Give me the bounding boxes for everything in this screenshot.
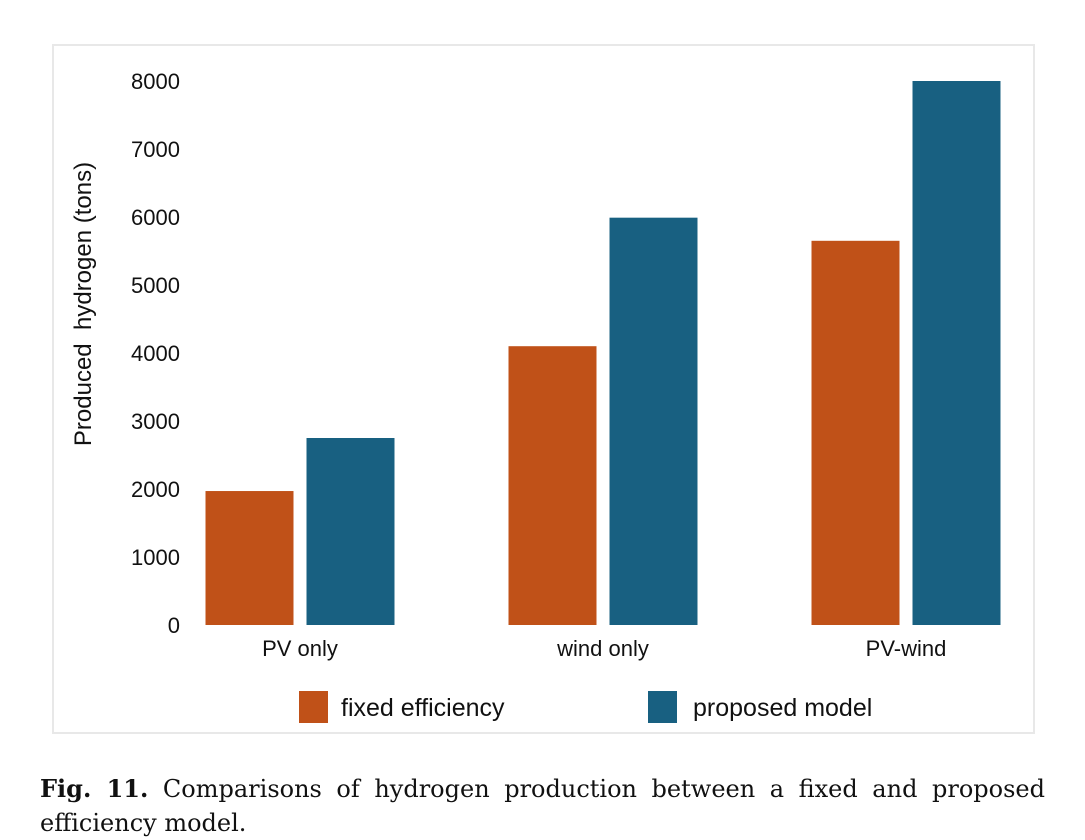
- x-tick-label: wind only: [556, 636, 649, 661]
- figure-caption: Fig. 11. Comparisons of hydrogen product…: [40, 772, 1045, 840]
- bar-proposed-model-wind-only: [609, 217, 698, 625]
- y-axis-label: Produced hydrogen (tons): [70, 162, 97, 446]
- x-tick-label: PV only: [262, 636, 338, 661]
- y-tick-label: 0: [168, 613, 180, 638]
- figure-caption-label: Fig. 11.: [40, 774, 149, 803]
- y-tick-label: 2000: [131, 477, 180, 502]
- figure-caption-text: Comparisons of hydrogen production betwe…: [40, 775, 1045, 837]
- legend-label-proposed-model: proposed model: [693, 694, 872, 722]
- legend-swatch-fixed-efficiency: [299, 691, 328, 723]
- x-tick-label: PV-wind: [866, 636, 947, 661]
- bar-fixed-efficiency-wind-only: [508, 346, 597, 625]
- bar-fixed-efficiency-pv-wind: [811, 240, 900, 626]
- y-tick-label: 1000: [131, 545, 180, 570]
- bar-proposed-model-pv-only: [306, 438, 395, 625]
- y-tick-label: 6000: [131, 205, 180, 230]
- bar-proposed-model-pv-wind: [912, 81, 1001, 625]
- bars: [205, 81, 1001, 626]
- y-axis-ticks: 0 1000 2000 3000 4000 5000 6000 7000 8000: [131, 69, 180, 638]
- y-tick-label: 3000: [131, 409, 180, 434]
- legend: fixed efficiency proposed model: [299, 691, 872, 723]
- y-tick-label: 5000: [131, 273, 180, 298]
- legend-label-fixed-efficiency: fixed efficiency: [341, 694, 505, 722]
- bar-fixed-efficiency-pv-only: [205, 491, 294, 625]
- y-tick-label: 8000: [131, 69, 180, 94]
- x-axis-ticks: PV only wind only PV-wind: [262, 636, 946, 661]
- y-tick-label: 4000: [131, 341, 180, 366]
- y-tick-label: 7000: [131, 137, 180, 162]
- legend-swatch-proposed-model: [648, 691, 677, 723]
